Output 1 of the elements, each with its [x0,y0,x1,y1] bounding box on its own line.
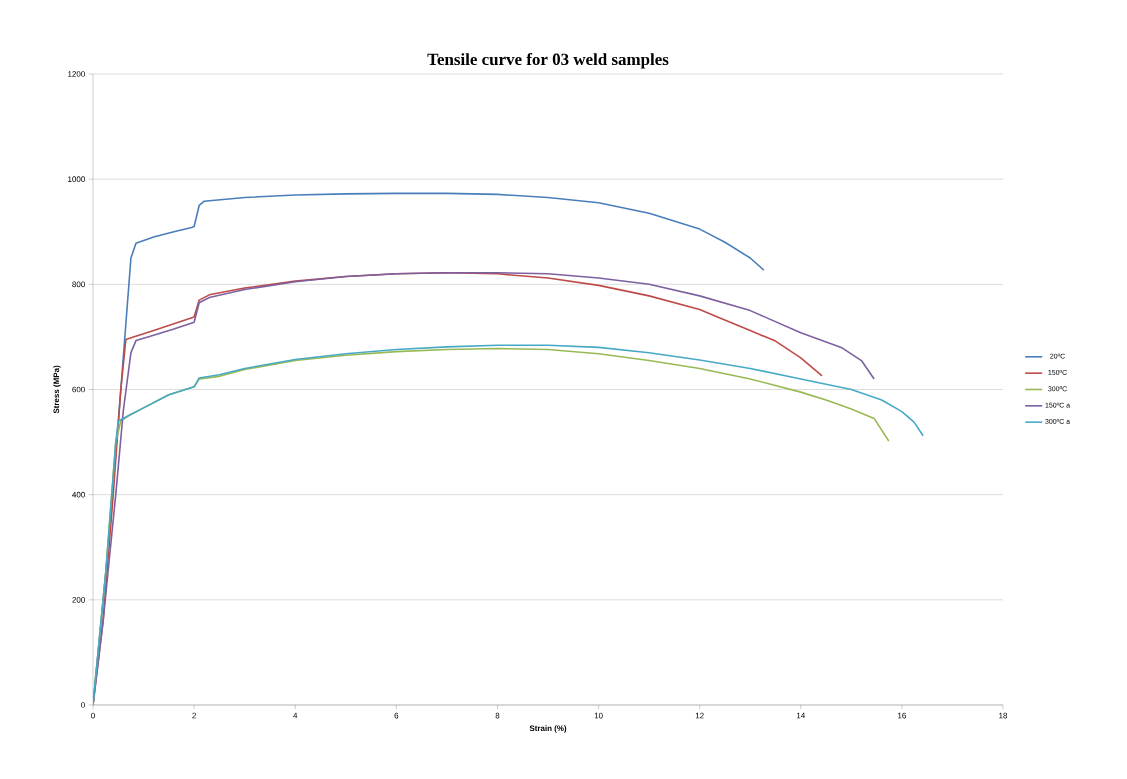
chart-title: Tensile curve for 03 weld samples [427,52,669,69]
